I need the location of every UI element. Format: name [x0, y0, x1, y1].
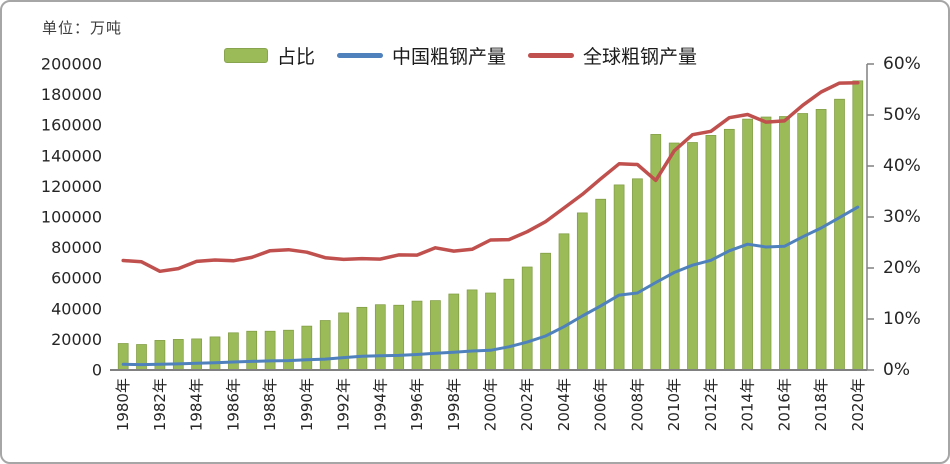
right-axis-tick-label: 50% — [883, 105, 921, 125]
bar-2001 — [503, 278, 515, 371]
bar-1998 — [448, 293, 460, 371]
x-axis-tick-label: 1980年 — [114, 378, 132, 431]
bar-2015 — [760, 116, 772, 371]
bar-2002 — [521, 266, 533, 371]
left-axis-tick-label: 80000 — [51, 238, 102, 257]
bar-2019 — [834, 98, 845, 371]
bar-1993 — [356, 306, 368, 371]
x-axis-tick-label: 1984年 — [188, 378, 206, 431]
bar-2020 — [852, 80, 864, 371]
x-axis-tick-label: 1992年 — [335, 378, 353, 431]
x-axis-tick-label: 2020年 — [849, 378, 867, 431]
bar-1989 — [283, 329, 294, 371]
bar-2003 — [540, 252, 551, 371]
bar-2008 — [632, 178, 643, 371]
right-axis-tick-label: 30% — [883, 207, 921, 227]
bar-2007 — [613, 184, 625, 371]
legend-item-share: 占比 — [224, 42, 315, 69]
global-line — [121, 80, 860, 274]
left-axis-tick-label: 20000 — [51, 330, 102, 349]
x-axis-tick-label: 1990年 — [298, 378, 316, 431]
bar-swatch-icon — [224, 48, 268, 63]
x-axis-tick-label: 1998年 — [445, 378, 463, 431]
bar-2010 — [668, 142, 680, 371]
bar-1986 — [228, 332, 239, 371]
left-axis-tick-label: 100000 — [41, 208, 102, 227]
bar-2006 — [595, 198, 607, 371]
x-axis-tick-label: 2002年 — [518, 378, 536, 431]
bar-2012 — [705, 135, 717, 371]
x-axis-tick-label: 2000年 — [482, 378, 500, 431]
left-axis-tick-label: 120000 — [41, 177, 102, 196]
bar-1999 — [466, 289, 478, 371]
bar-2000 — [485, 292, 496, 371]
right-axis-tick-label: 0% — [883, 360, 910, 380]
left-axis-tick-label: 200000 — [41, 55, 102, 74]
x-axis-tick-label: 2010年 — [665, 378, 683, 431]
bar-1997 — [430, 300, 441, 371]
legend-label-global: 全球粗钢产量 — [583, 46, 698, 68]
x-axis-tick-label: 2006年 — [592, 378, 610, 431]
bar-1988 — [264, 330, 276, 371]
x-axis-tick-label: 1994年 — [371, 378, 389, 431]
legend-label-china: 中国粗钢产量 — [392, 46, 507, 68]
bar-1995 — [393, 304, 405, 371]
bar-1980 — [117, 343, 129, 371]
bar-1985 — [209, 336, 221, 371]
x-axis-tick-label: 1988年 — [261, 378, 279, 431]
bar-2005 — [576, 212, 588, 371]
bar-2017 — [797, 113, 809, 371]
bar-1981 — [136, 344, 147, 371]
unit-label: 单位：万吨 — [42, 19, 123, 37]
legend-item-global: 全球粗钢产量 — [528, 42, 697, 69]
bar-1990 — [301, 325, 313, 371]
left-axis-tick-label: 140000 — [41, 146, 102, 165]
china-line — [121, 205, 860, 367]
x-axis-tick-label: 1982年 — [151, 378, 169, 431]
right-axis-tick-label: 10% — [883, 309, 921, 329]
x-axis-tick-label: 2014年 — [739, 378, 757, 431]
legend-label-share: 占比 — [277, 46, 316, 68]
bar-2018 — [815, 109, 827, 371]
bar-1991 — [319, 320, 331, 371]
right-axis-tick-label: 60% — [883, 54, 921, 74]
legend: 占比 中国粗钢产量 全球粗钢产量 — [224, 42, 697, 69]
x-axis-tick-label: 1986年 — [224, 378, 242, 431]
bar-2009 — [650, 134, 662, 371]
left-axis-tick-label: 40000 — [51, 299, 102, 318]
right-axis-tick-label: 40% — [883, 156, 921, 176]
bar-1996 — [411, 300, 423, 371]
bar-1987 — [246, 330, 258, 371]
left-axis-tick-label: 60000 — [51, 269, 102, 288]
left-axis-tick-label: 0 — [92, 361, 102, 380]
line-swatch-icon — [528, 53, 575, 58]
x-axis-tick-label: 2004年 — [555, 378, 573, 431]
x-axis-tick-label: 2016年 — [775, 378, 793, 431]
bar-1992 — [338, 312, 349, 371]
left-axis-tick-label: 160000 — [41, 116, 102, 135]
bar-2011 — [687, 142, 698, 371]
x-axis-tick-label: 2008年 — [628, 378, 646, 431]
bar-1984 — [191, 338, 202, 371]
x-axis-tick-label: 2012年 — [702, 378, 720, 431]
bar-1994 — [374, 304, 386, 371]
x-axis-tick-label: 1996年 — [408, 378, 426, 431]
legend-item-china: 中国粗钢产量 — [337, 42, 506, 69]
x-axis-tick-label: 2018年 — [812, 378, 830, 431]
right-axis-tick-label: 20% — [883, 258, 921, 278]
left-axis-tick-label: 180000 — [41, 85, 102, 104]
line-swatch-icon — [337, 53, 384, 58]
bar-2004 — [558, 233, 570, 371]
